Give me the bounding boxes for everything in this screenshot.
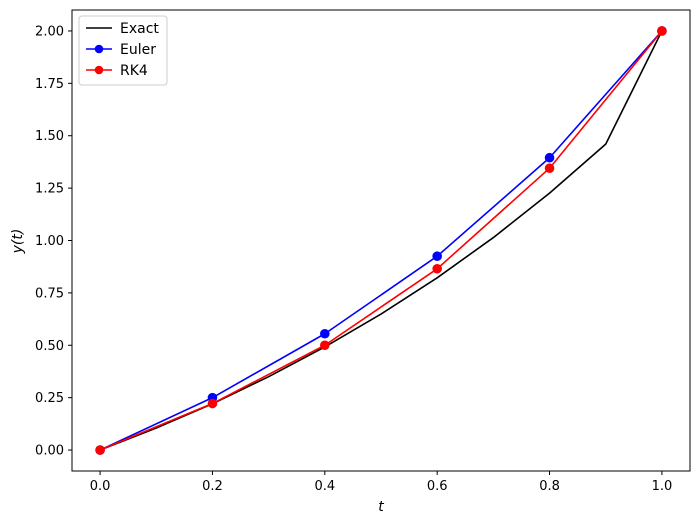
series-layer <box>95 26 667 455</box>
legend-marker-euler <box>94 44 104 54</box>
x-tick-label: 0.0 <box>90 479 111 494</box>
data-point-rk4 <box>320 340 330 351</box>
y-tick-label: 2.00 <box>35 24 64 39</box>
data-point-rk4 <box>207 398 218 409</box>
x-tick-label: 0.8 <box>539 479 560 494</box>
legend: Exact Euler RK4 <box>78 15 168 86</box>
y-tick-label: 0.00 <box>35 444 64 459</box>
series-line-rk4 <box>99 30 663 451</box>
x-axis-ticks: 0.0 0.2 0.4 0.6 0.8 1.0 <box>90 471 673 494</box>
x-tick-label: 0.4 <box>314 479 335 494</box>
y-tick-label: 0.25 <box>35 391 64 406</box>
x-tick-label: 1.0 <box>652 479 673 494</box>
x-tick-label: 0.6 <box>427 479 448 494</box>
data-point-euler <box>320 328 330 339</box>
data-point-rk4 <box>657 26 667 36</box>
legend-label-exact: Exact <box>120 21 159 37</box>
y-tick-label: 1.75 <box>35 77 64 92</box>
legend-marker-rk4 <box>94 65 104 75</box>
y-tick-label: 1.00 <box>35 234 64 249</box>
data-point-rk4 <box>544 163 555 174</box>
legend-label-euler: Euler <box>120 42 156 58</box>
y-axis-ticks: 0.00 0.25 0.50 0.75 1.00 1.25 1.50 1.75 2.00 <box>35 24 72 459</box>
legend-label-rk4: RK4 <box>120 63 148 79</box>
y-tick-label: 0.75 <box>35 286 64 301</box>
x-axis-label: t <box>378 499 384 515</box>
data-point-euler <box>544 152 555 163</box>
x-tick-label: 0.2 <box>202 479 223 494</box>
y-tick-label: 1.50 <box>35 129 64 144</box>
y-tick-label: 1.25 <box>35 182 64 197</box>
data-point-rk4 <box>432 263 442 274</box>
series-line-euler <box>99 30 663 451</box>
data-point-rk4 <box>95 445 105 455</box>
y-tick-label: 0.50 <box>35 339 64 354</box>
y-axis-label: y(t) <box>10 229 26 255</box>
data-point-euler <box>432 251 442 262</box>
